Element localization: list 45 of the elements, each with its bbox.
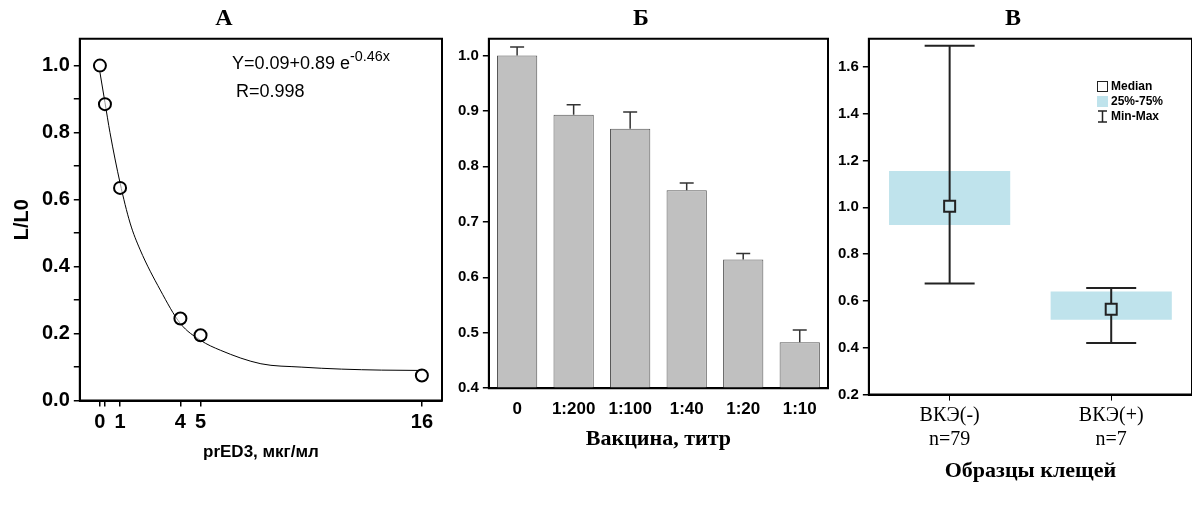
- x-tick-label: 1: [114, 410, 126, 433]
- y-tick-label: 1.0: [457, 45, 479, 63]
- x-tick-label: 0: [512, 399, 522, 419]
- x-tick-label: ВКЭ(+) n=7: [1078, 402, 1144, 449]
- y-tick-label: 0.6: [41, 187, 70, 210]
- chart-title: А: [215, 3, 234, 30]
- y-tick-label: 0.4: [41, 254, 71, 277]
- x-tick-label: ВКЭ(-) n=79: [919, 402, 980, 449]
- x-axis-title: prED3, мкг/мл: [203, 442, 319, 462]
- y-tick-label: 0.4: [837, 337, 860, 355]
- x-tick-label: 1:40: [669, 399, 704, 419]
- x-axis-title: Вакцина, титр: [585, 425, 732, 451]
- x-axis-title: Образцы клещей: [944, 457, 1117, 483]
- y-tick-label: 0.8: [837, 244, 859, 262]
- x-tick-label: 1:100: [608, 399, 652, 419]
- y-tick-label: 1.4: [837, 103, 860, 121]
- y-tick-label: 0.5: [457, 322, 479, 340]
- y-tick-label: 0.2: [41, 321, 70, 344]
- y-tick-label: 0.8: [457, 156, 479, 174]
- y-tick-label: 0.9: [457, 101, 479, 119]
- y-tick-label: 1.0: [41, 53, 70, 76]
- y-tick-label: 0.7: [457, 211, 479, 229]
- x-tick-label: 1:200: [551, 399, 596, 419]
- x-tick-label: 1:10: [782, 399, 817, 419]
- y-tick-label: 0.2: [837, 384, 859, 402]
- y-tick-label: 0.6: [837, 291, 859, 309]
- y-axis-title: L/L0: [9, 199, 32, 241]
- annotation: R=0.998: [235, 80, 305, 101]
- x-tick-label: 5: [194, 410, 207, 433]
- annotation: 25%-75%: [1111, 93, 1164, 109]
- x-tick-label: 1:20: [726, 399, 761, 419]
- x-tick-label: 0: [94, 410, 106, 433]
- y-tick-label: 0.6: [457, 267, 479, 285]
- y-tick-label: 0.8: [41, 120, 70, 143]
- annotation: Median: [1111, 78, 1153, 94]
- annotation: Min-Max: [1111, 108, 1159, 124]
- chart-title: Б: [633, 3, 649, 30]
- y-tick-label: 1.6: [837, 57, 859, 75]
- y-tick-label: 1.2: [837, 150, 859, 168]
- x-tick-label: 16: [410, 410, 433, 433]
- x-tick-label: 4: [174, 410, 187, 433]
- chart-title: В: [1004, 3, 1022, 30]
- y-tick-label: 0.0: [41, 388, 70, 411]
- y-tick-label: 1.0: [837, 197, 859, 215]
- y-tick-label: 0.4: [457, 378, 480, 396]
